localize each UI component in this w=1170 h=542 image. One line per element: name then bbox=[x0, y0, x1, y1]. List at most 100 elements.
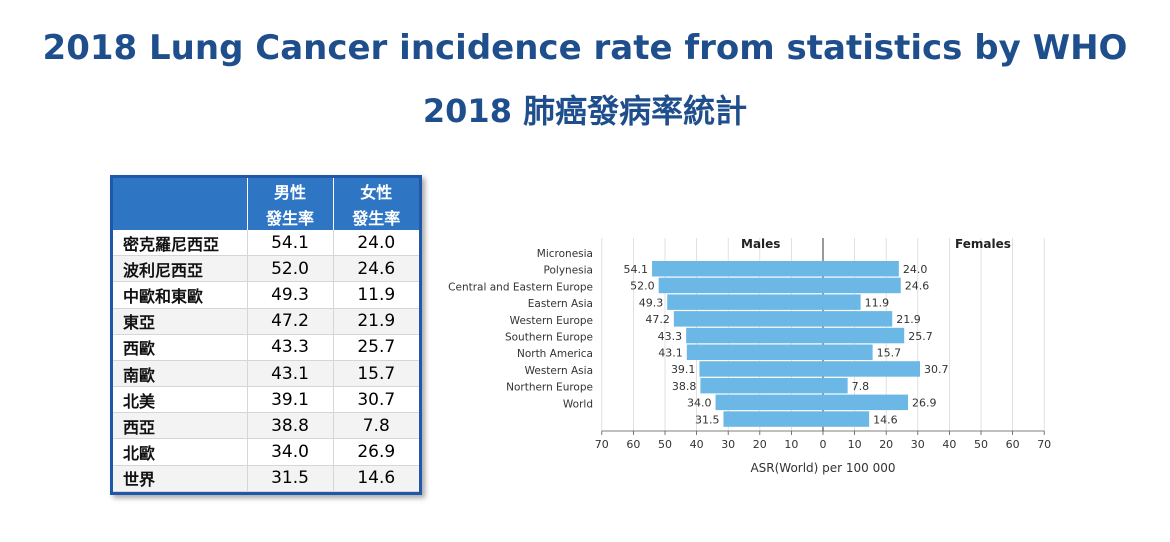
value-label-female: 24.0 bbox=[903, 263, 928, 276]
female-rate-cell: 26.9 bbox=[333, 438, 419, 466]
value-label-female: 24.6 bbox=[905, 280, 930, 293]
bar-male bbox=[699, 361, 823, 377]
table-row: 密克羅尼西亞 54.1 24.0 bbox=[113, 230, 419, 257]
male-rate-cell: 39.1 bbox=[247, 386, 334, 414]
bar-female bbox=[823, 411, 870, 427]
category-label: Western Europe bbox=[510, 315, 593, 327]
category-label: Southern Europe bbox=[505, 332, 593, 344]
region-cell: 西歐 bbox=[113, 334, 248, 361]
bar-female bbox=[823, 311, 893, 327]
value-label-male: 39.1 bbox=[671, 363, 696, 376]
female-rate-cell: 30.7 bbox=[333, 386, 419, 414]
x-axis-label: ASR(World) per 100 000 bbox=[750, 461, 895, 475]
female-rate-cell: 24.6 bbox=[333, 255, 419, 283]
tick-label: 10 bbox=[848, 438, 862, 451]
value-label-male: 47.2 bbox=[645, 313, 670, 326]
value-label-male: 52.0 bbox=[630, 280, 655, 293]
female-rate-cell: 15.7 bbox=[333, 360, 419, 388]
region-cell: 北歐 bbox=[113, 438, 248, 466]
region-cell: 北美 bbox=[113, 386, 248, 414]
female-rate-cell: 11.9 bbox=[333, 281, 419, 309]
female-rate-cell: 25.7 bbox=[333, 334, 419, 361]
male-rate-cell: 43.1 bbox=[247, 360, 334, 388]
category-label: Polynesia bbox=[544, 265, 593, 277]
region-cell: 東亞 bbox=[113, 308, 248, 335]
female-rate-cell: 24.0 bbox=[333, 230, 419, 257]
header-male-line1: 男性 bbox=[247, 178, 334, 204]
category-label: Eastern Asia bbox=[528, 298, 593, 310]
bar-male bbox=[700, 377, 823, 394]
bar-female bbox=[823, 327, 905, 344]
male-rate-cell: 34.0 bbox=[247, 438, 334, 466]
header-region-line2 bbox=[113, 204, 248, 230]
value-label-female: 15.7 bbox=[877, 347, 902, 360]
category-label: Central and Eastern Europe bbox=[448, 281, 593, 293]
tick-label: 70 bbox=[595, 438, 609, 451]
tick-label: 0 bbox=[820, 438, 827, 451]
table-row: 東亞 47.2 21.9 bbox=[113, 308, 419, 335]
bar-female bbox=[823, 394, 909, 411]
category-label: Western Asia bbox=[525, 365, 593, 377]
value-label-male: 31.5 bbox=[695, 413, 720, 426]
bar-male bbox=[673, 311, 823, 327]
category-label: World bbox=[563, 398, 593, 410]
value-label-male: 34.0 bbox=[687, 397, 712, 410]
region-cell: 西亞 bbox=[113, 412, 248, 440]
male-rate-cell: 31.5 bbox=[247, 465, 334, 493]
male-rate-cell: 52.0 bbox=[247, 255, 334, 283]
category-label: Northern Europe bbox=[506, 382, 593, 394]
tick-label: 60 bbox=[626, 438, 640, 451]
tick-label: 50 bbox=[974, 438, 988, 451]
region-cell: 波利尼西亞 bbox=[113, 255, 248, 283]
legend-females: Females bbox=[955, 237, 1011, 251]
male-rate-cell: 38.8 bbox=[247, 412, 334, 440]
tick-label: 70 bbox=[1037, 438, 1051, 451]
bar-male bbox=[652, 261, 823, 277]
value-label-female: 21.9 bbox=[896, 313, 921, 326]
value-label-female: 25.7 bbox=[908, 330, 933, 343]
value-label-male: 49.3 bbox=[639, 296, 664, 309]
bar-male bbox=[667, 294, 823, 310]
header-region-line1 bbox=[113, 178, 248, 204]
female-rate-cell: 14.6 bbox=[333, 465, 419, 493]
value-label-female: 7.8 bbox=[852, 380, 870, 393]
region-cell: 南歐 bbox=[113, 360, 248, 388]
header-male-line2: 發生率 bbox=[247, 204, 334, 230]
table-row: 北歐 34.0 26.9 bbox=[113, 438, 419, 466]
legend-males: Males bbox=[741, 237, 780, 251]
region-cell: 世界 bbox=[113, 465, 248, 493]
bar-female bbox=[823, 261, 899, 277]
bar-female bbox=[823, 377, 848, 394]
value-label-male: 43.3 bbox=[658, 330, 683, 343]
table-row: 中歐和東歐 49.3 11.9 bbox=[113, 281, 419, 309]
female-rate-cell: 7.8 bbox=[333, 412, 419, 440]
bar-male bbox=[723, 411, 823, 427]
value-label-female: 14.6 bbox=[873, 413, 898, 426]
table-row: 南歐 43.1 15.7 bbox=[113, 360, 419, 388]
value-label-male: 54.1 bbox=[624, 263, 649, 276]
tick-label: 40 bbox=[690, 438, 704, 451]
incidence-table: 男性 女性 發生率 發生率 密克羅尼西亞 54.1 24.0 波利尼西亞 52.… bbox=[110, 175, 422, 495]
category-label: Micronesia bbox=[537, 248, 593, 260]
header-female-line1: 女性 bbox=[333, 178, 419, 204]
table-row: 西亞 38.8 7.8 bbox=[113, 412, 419, 440]
bar-male bbox=[658, 277, 823, 294]
male-rate-cell: 43.3 bbox=[247, 334, 334, 361]
region-cell: 密克羅尼西亞 bbox=[113, 230, 248, 257]
bar-female bbox=[823, 344, 873, 360]
bar-male bbox=[686, 327, 823, 344]
male-rate-cell: 54.1 bbox=[247, 230, 334, 257]
tick-label: 30 bbox=[721, 438, 735, 451]
tick-label: 20 bbox=[879, 438, 893, 451]
bar-female bbox=[823, 361, 921, 377]
table-row: 北美 39.1 30.7 bbox=[113, 386, 419, 414]
tick-label: 50 bbox=[658, 438, 672, 451]
population-pyramid-chart: 70 60 50 40 30 20 10 0 10 20 30 40 50 60 70 Males Female… bbox=[448, 237, 1051, 475]
tick-label: 20 bbox=[753, 438, 767, 451]
value-label-female: 26.9 bbox=[912, 397, 937, 410]
value-label-male: 38.8 bbox=[672, 380, 697, 393]
tick-label: 10 bbox=[784, 438, 798, 451]
bar-female bbox=[823, 294, 861, 310]
value-label-female: 30.7 bbox=[924, 363, 949, 376]
tick-label: 40 bbox=[942, 438, 956, 451]
